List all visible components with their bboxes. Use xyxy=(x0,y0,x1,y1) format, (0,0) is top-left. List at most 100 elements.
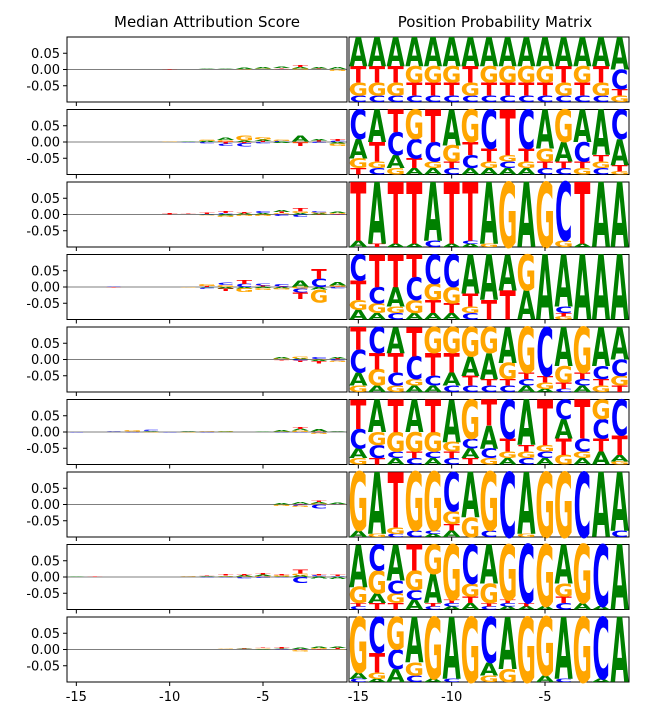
attr-glyph-G: G xyxy=(291,650,310,652)
y-tick-label: -0.05 xyxy=(26,659,60,674)
pwm-glyph-G: G xyxy=(349,603,368,691)
pwm-glyph-T: T xyxy=(388,392,405,443)
attr-glyph-C: C xyxy=(68,432,85,433)
y-tick-label: -0.05 xyxy=(26,369,60,384)
pwm-glyph-G: G xyxy=(461,389,480,451)
pwm-glyph-T: T xyxy=(425,392,442,443)
attribution-panel-3: 0.050.00-0.05T T ATCGCTAGATCGACTGGTACAGTC A… xyxy=(26,182,347,251)
pwm-glyph-A: A xyxy=(443,101,461,158)
attr-glyph-G: G xyxy=(216,431,235,432)
attr-glyph-G: G xyxy=(216,215,235,217)
attr-glyph-T: T xyxy=(162,213,178,215)
attr-glyph-A: A xyxy=(329,431,347,432)
attr-glyph-C: C xyxy=(199,142,216,144)
pwm-glyph-G: G xyxy=(554,102,573,153)
attr-glyph-G: G xyxy=(254,136,273,140)
attr-glyph-G: G xyxy=(272,288,291,290)
pwm-glyph-C: C xyxy=(611,101,628,149)
attr-glyph-C: C xyxy=(311,142,328,144)
y-tick-label: 0.05 xyxy=(31,119,60,134)
y-tick-label: 0.00 xyxy=(31,281,60,296)
attr-glyph-A: A xyxy=(329,576,347,579)
y-tick-label: -0.05 xyxy=(26,297,60,312)
attr-glyph-T: T xyxy=(274,574,290,576)
pwm-panel-5: GACTAGTCGCTAAGCTACTGCATGCTAGCTAGCTGAACTG… xyxy=(349,314,630,396)
y-tick-label: 0.00 xyxy=(31,643,60,658)
attr-glyph-G: G xyxy=(254,287,273,290)
attr-glyph-C: C xyxy=(236,142,253,147)
pwm-glyph-A: A xyxy=(368,28,387,76)
attr-glyph-T: T xyxy=(181,213,197,214)
attr-glyph-A: A xyxy=(273,209,291,212)
attr-glyph-T: T xyxy=(255,573,271,575)
pwm-glyph-G: G xyxy=(591,395,610,426)
y-tick-label: 0.05 xyxy=(31,264,60,279)
x-tick-label: -10 xyxy=(159,690,180,705)
attribution-panel-9: 0.050.00-0.05G ATAGTATCTACGTGAGTA-15 -10 -5 xyxy=(26,617,347,705)
pwm-glyph-G: G xyxy=(461,318,480,366)
pwm-glyph-A: A xyxy=(405,28,424,76)
y-tick-label: 0.05 xyxy=(31,627,60,642)
pwm-glyph-T: T xyxy=(425,102,442,153)
pwm-glyph-G: G xyxy=(517,601,536,704)
pwm-glyph-T: T xyxy=(406,539,422,580)
pwm-glyph-A: A xyxy=(443,389,461,456)
pwm-glyph-T: T xyxy=(388,247,405,298)
attr-glyph-C: C xyxy=(255,577,272,579)
attr-glyph-T: T xyxy=(293,65,308,68)
y-tick-label: 0.00 xyxy=(31,136,60,151)
pwm-glyph-C: C xyxy=(368,321,385,362)
attr-glyph-G: G xyxy=(142,432,161,433)
pwm-glyph-A: A xyxy=(517,28,536,76)
pwm-glyph-C: C xyxy=(368,539,385,580)
pwm-glyph-C: C xyxy=(555,395,572,426)
pwm-glyph-A: A xyxy=(499,318,517,375)
pwm-glyph-G: G xyxy=(573,601,592,704)
y-tick-label: 0.00 xyxy=(31,208,60,223)
attr-glyph-A: A xyxy=(217,137,235,141)
attr-glyph-A: A xyxy=(329,646,347,648)
attribution-panel-1: 0.050.00-0.05T A AGA GAGTACGATTA AG xyxy=(26,37,347,106)
attr-glyph-T: T xyxy=(255,647,271,648)
pwm-glyph-A: A xyxy=(405,606,424,679)
pwm-glyph-A: A xyxy=(611,601,629,704)
pwm-glyph-A: A xyxy=(555,28,574,76)
y-tick-label: -0.05 xyxy=(26,224,60,239)
y-tick-label: 0.05 xyxy=(31,337,60,352)
y-tick-label: -0.05 xyxy=(26,442,60,457)
pwm-glyph-A: A xyxy=(592,28,611,76)
pwm-glyph-T: T xyxy=(481,394,497,435)
attr-glyph-T: T xyxy=(311,574,327,576)
pwm-glyph-A: A xyxy=(368,102,387,153)
attr-glyph-A: A xyxy=(310,577,328,580)
attr-glyph-C: C xyxy=(292,214,309,218)
attr-glyph-T: T xyxy=(218,288,233,292)
attr-glyph-G: G xyxy=(254,215,273,217)
pwm-glyph-A: A xyxy=(349,28,368,76)
attribution-panel-5: 0.050.00-0.05GACTAGCTGCATTACG xyxy=(26,327,347,396)
attr-glyph-T: T xyxy=(293,208,308,213)
y-tick-label: -0.05 xyxy=(26,152,60,167)
attr-glyph-T: T xyxy=(237,648,253,649)
attr-glyph-T: T xyxy=(311,501,327,503)
pwm-glyph-A: A xyxy=(555,317,573,379)
attr-glyph-A: A xyxy=(329,211,347,213)
attr-glyph-C: C xyxy=(329,214,346,215)
pwm-glyph-G: G xyxy=(423,536,442,584)
attr-glyph-T: T xyxy=(237,574,253,576)
pwm-glyph-A: A xyxy=(499,28,518,76)
attr-glyph-C: C xyxy=(329,504,346,505)
pwm-glyph-C: C xyxy=(480,99,497,161)
y-tick-label: 0.05 xyxy=(31,554,60,569)
pwm-glyph-G: G xyxy=(517,246,536,303)
y-tick-label: -0.05 xyxy=(26,587,60,602)
attr-glyph-G: G xyxy=(328,360,347,362)
title-attribution: Median Attribution Score xyxy=(114,13,300,31)
pwm-glyph-T: T xyxy=(388,103,404,140)
attr-glyph-T: T xyxy=(293,291,309,301)
attr-glyph-C: C xyxy=(217,143,234,147)
y-tick-label: 0.00 xyxy=(31,353,60,368)
pwm-glyph-A: A xyxy=(592,98,611,171)
y-tick-label: -0.05 xyxy=(26,79,60,94)
x-tick-label: -10 xyxy=(441,690,462,705)
